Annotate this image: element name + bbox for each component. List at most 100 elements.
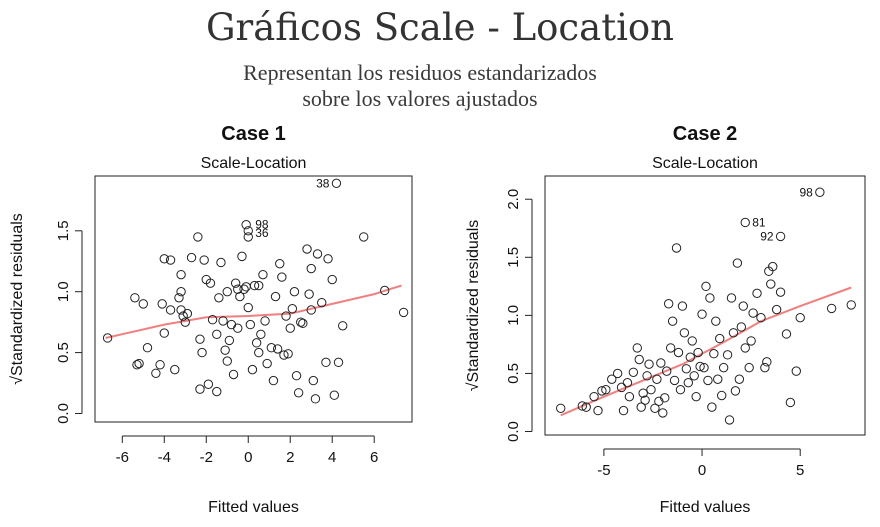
chart1-data-point (251, 338, 262, 348)
chart2-data-point (691, 391, 701, 402)
chart1-data-point (254, 347, 264, 358)
chart1-data-point (243, 302, 253, 313)
chart1-data-point (272, 344, 283, 354)
chart1-x-axis-label: Fitted values (208, 499, 299, 516)
chart1-data-point (165, 255, 176, 265)
chart2-data-point (744, 362, 754, 373)
chart2-data-point (632, 343, 642, 353)
chart2-data-point (781, 329, 792, 339)
chart2-data-point (728, 328, 739, 338)
chart1-data-point (186, 252, 197, 263)
chart2-data-point (687, 336, 697, 346)
chart2-data-point (795, 312, 805, 323)
chart1-data-point (241, 282, 251, 292)
chart1-data-point (157, 299, 167, 309)
chart2-data-point (663, 299, 674, 309)
chart1-data-point (220, 345, 230, 355)
chart1-data-point (285, 323, 295, 333)
chart1-data-point (195, 384, 205, 394)
chart2-plot-title: Scale-Location (652, 155, 758, 172)
chart1-data-point (260, 316, 270, 326)
chart2-data-point (766, 279, 776, 289)
chart2-point-label: 92 (760, 229, 774, 243)
slide-title: Gráficos Scale - Location (205, 6, 675, 49)
chart2-data-point (597, 386, 607, 396)
chart2-data-point (707, 402, 717, 412)
chart2-data-point (650, 403, 660, 413)
chart1-data-point (132, 360, 142, 370)
chart1-data-point (270, 291, 281, 302)
chart1-data-point (176, 269, 186, 280)
chart1-data-point (216, 257, 226, 268)
chart1-y-tick-label: 0.5 (55, 342, 72, 363)
chart2-data-point (775, 231, 786, 242)
chart1-data-point (312, 249, 323, 259)
chart2-data-point (640, 395, 650, 405)
chart2-data-point (703, 375, 713, 386)
chart1-data-point (247, 364, 258, 375)
chart2-data-point (732, 258, 743, 268)
chart2-data-point (775, 287, 786, 297)
chart2-data-point (646, 385, 656, 395)
chart1-data-point (180, 317, 190, 327)
chart1-data-point (331, 178, 342, 189)
chart2-data-point (679, 328, 690, 338)
chart1-data-point (235, 291, 245, 302)
chart2-data-point (683, 378, 694, 388)
chart1-data-point (281, 311, 291, 321)
chart1-data-point (243, 232, 253, 242)
chart2-data-point (730, 386, 741, 396)
chart2-data-point (785, 397, 796, 408)
chart2-data-point (675, 385, 686, 395)
chart1-data-point (380, 285, 390, 296)
chart2-data-point (771, 304, 782, 315)
chart1-point-label: 38 (316, 176, 330, 190)
chart2-plot-frame (544, 175, 866, 436)
chart1-data-point (293, 388, 304, 398)
chart1-data-point (306, 263, 316, 274)
chart1-data-point (256, 329, 266, 340)
chart2-data-point (722, 350, 733, 360)
chart1-smooth-line (105, 284, 402, 339)
chart2-x-axis-label: Fitted values (660, 499, 751, 516)
chart1-data-point (142, 343, 153, 353)
chart1-data-point (329, 390, 340, 400)
chart1-data-point (222, 356, 232, 366)
chart1-data-point (306, 305, 316, 315)
chart2-y-tick-label: 1.5 (505, 247, 522, 268)
chart1-data-point (258, 269, 268, 280)
chart2-y-axis-label: √Standardized residuals (465, 220, 482, 392)
chart1-data-point (298, 318, 308, 329)
chart2-data-point (671, 243, 682, 253)
chart2-data-point (577, 401, 588, 411)
chart1-data-point (230, 278, 241, 288)
chart1-data-point (287, 304, 298, 314)
chart1-data-point (226, 319, 237, 330)
chart1-data-point (243, 226, 253, 236)
chart1-data-point (233, 284, 243, 294)
chart1-data-point (302, 244, 312, 254)
chart2-point-label: 81 (752, 215, 766, 229)
chart1-y-tick-label: 0.0 (55, 403, 72, 424)
chart1-data-point (102, 333, 113, 343)
chart2-data-point (636, 402, 646, 412)
chart1-data-point (310, 394, 321, 404)
chart2-data-point (662, 366, 672, 376)
chart1-data-point (237, 251, 247, 262)
chart2-data-point (762, 357, 772, 367)
chart2-y-tick-label: 1.0 (505, 305, 522, 326)
chart1-x-tick-label: -2 (200, 449, 213, 466)
chart1-data-point (155, 360, 165, 370)
chart2-point-label: 98 (799, 185, 813, 199)
chart1-data-point (193, 232, 203, 242)
chart2-data-point (716, 390, 727, 401)
chart2-data-point (752, 288, 762, 299)
chart1-plot-title: Scale-Location (201, 155, 307, 172)
chart1-data-point (254, 280, 264, 291)
chart2-data-point (677, 301, 688, 311)
chart2-data-point (589, 391, 599, 402)
chart1-data-point (239, 284, 249, 294)
chart2-data-point (748, 308, 758, 318)
chart2-data-point (826, 303, 837, 314)
